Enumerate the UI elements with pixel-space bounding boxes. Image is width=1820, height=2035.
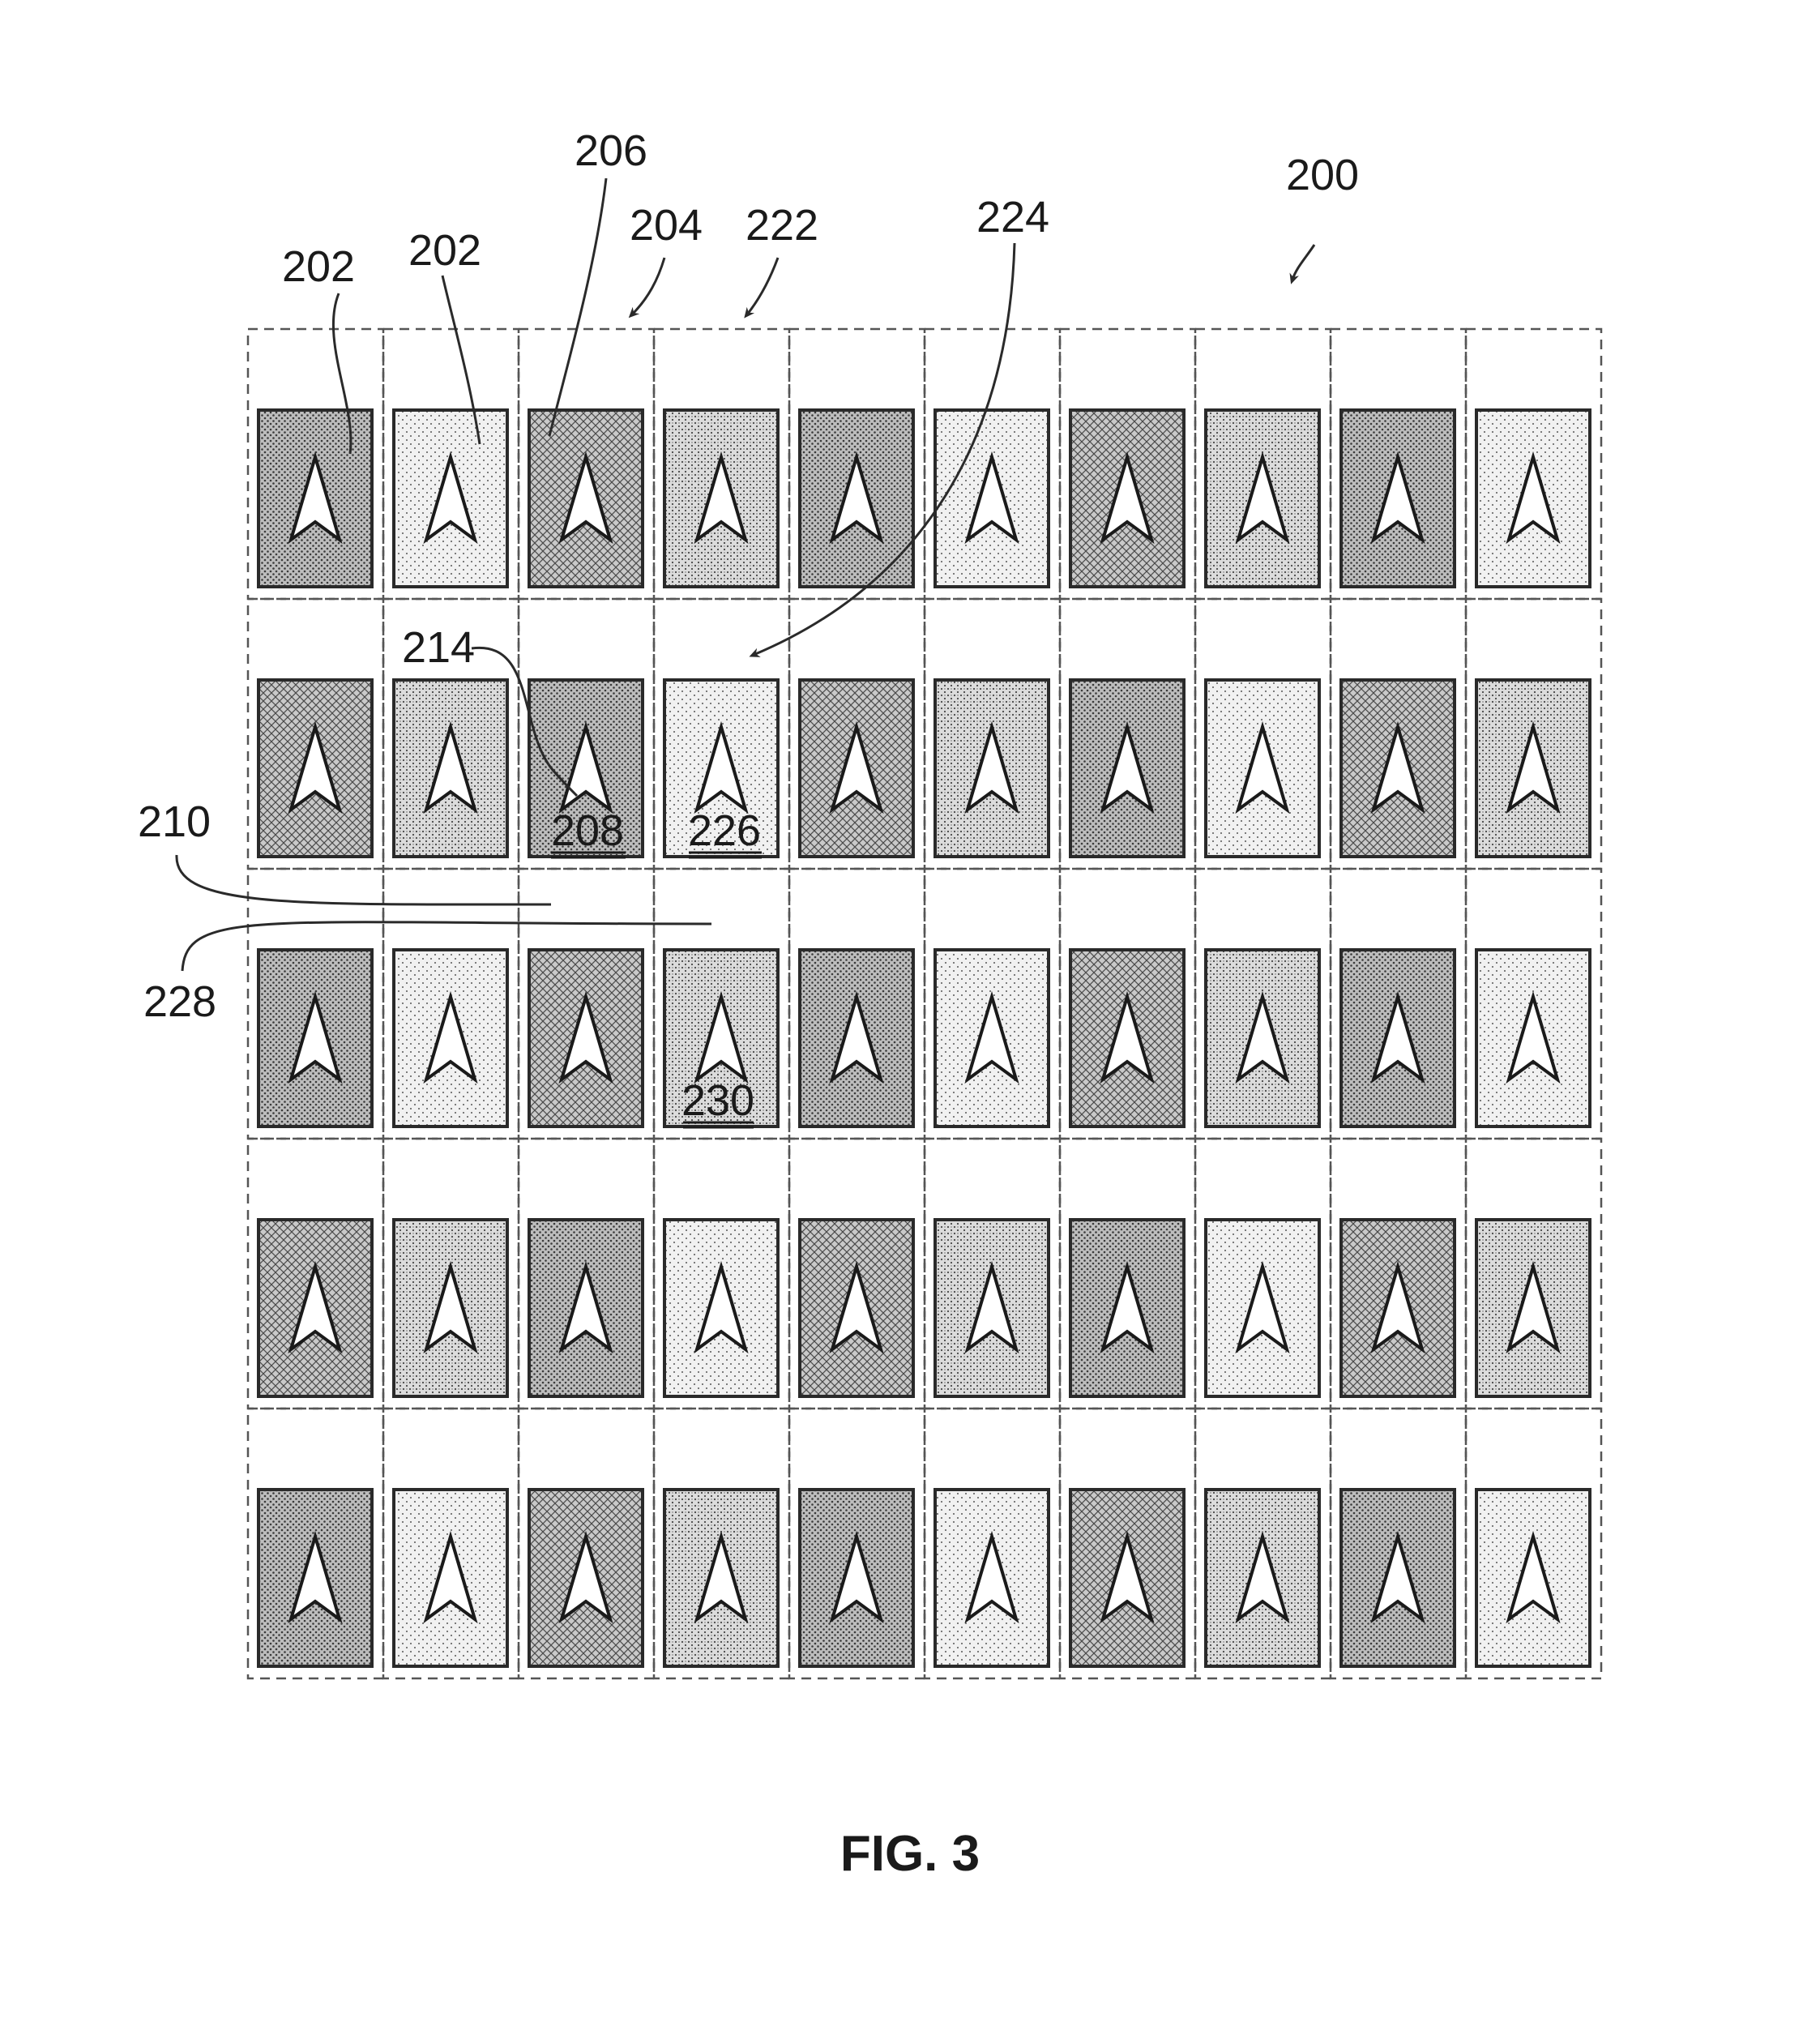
leader-200 xyxy=(1292,245,1314,280)
ref-226: 226 xyxy=(688,806,761,855)
ref-200: 200 xyxy=(1286,151,1359,199)
ref-202-first: 202 xyxy=(282,242,355,291)
leader-210 xyxy=(177,855,551,904)
ref-210: 210 xyxy=(138,797,211,846)
ref-202-second: 202 xyxy=(408,226,481,275)
ref-224: 224 xyxy=(976,193,1049,242)
leader-204 xyxy=(632,258,664,314)
ref-222: 222 xyxy=(746,201,818,250)
leader-222 xyxy=(747,258,778,314)
ref-230: 230 xyxy=(681,1076,754,1125)
ref-214: 214 xyxy=(402,623,475,672)
figure-caption: FIG. 3 xyxy=(840,1826,980,1882)
ref-204: 204 xyxy=(630,201,703,250)
ref-228: 228 xyxy=(143,977,216,1026)
leader-206 xyxy=(549,178,606,436)
ref-206: 206 xyxy=(575,126,647,175)
ref-208: 208 xyxy=(551,806,624,855)
